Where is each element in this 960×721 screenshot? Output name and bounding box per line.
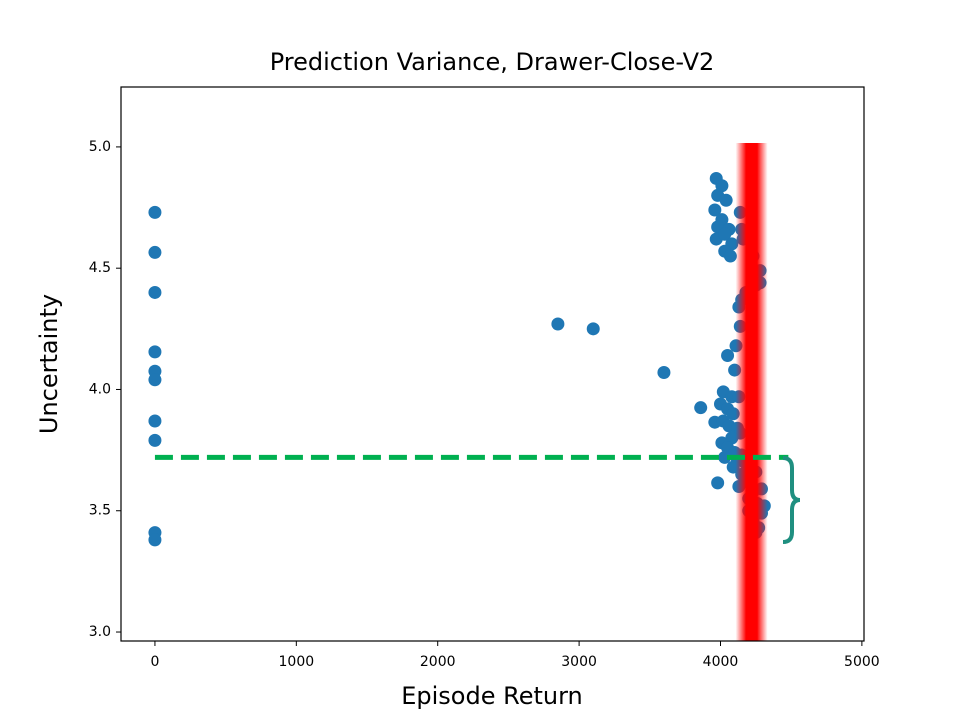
point xyxy=(551,317,565,331)
brace xyxy=(782,456,801,544)
axes-frame xyxy=(120,86,865,642)
point xyxy=(148,205,162,219)
y-tick-label: 3.5 xyxy=(89,503,111,519)
y-axis-label: Uncertainty xyxy=(35,294,63,434)
point xyxy=(723,249,737,263)
x-tick-label: 5000 xyxy=(844,654,880,670)
y-tick-label: 5.0 xyxy=(89,139,111,155)
point xyxy=(718,450,732,464)
point xyxy=(148,414,162,428)
x-tick-label: 4000 xyxy=(703,654,739,670)
point xyxy=(711,476,725,490)
y-tick-label: 3.0 xyxy=(89,624,111,640)
point xyxy=(148,433,162,447)
point xyxy=(148,245,162,259)
x-tick-label: 3000 xyxy=(561,654,597,670)
x-axis-label: Episode Return xyxy=(401,682,583,710)
x-tick-label: 0 xyxy=(150,654,159,670)
point xyxy=(148,533,162,547)
point xyxy=(708,203,722,217)
plot-area xyxy=(148,143,789,641)
point xyxy=(721,349,735,363)
point xyxy=(715,179,729,193)
y-tick-label: 4.0 xyxy=(89,381,111,397)
point xyxy=(719,193,733,207)
point xyxy=(586,322,600,336)
point xyxy=(148,345,162,359)
x-tick-label: 1000 xyxy=(279,654,315,670)
chart-title: Prediction Variance, Drawer-Close-V2 xyxy=(270,48,715,76)
x-tick-label: 2000 xyxy=(420,654,456,670)
point xyxy=(148,373,162,387)
point xyxy=(718,227,732,241)
y-tick-label: 4.5 xyxy=(89,260,111,276)
point xyxy=(725,431,739,445)
point xyxy=(148,285,162,299)
point xyxy=(694,401,708,415)
point xyxy=(657,365,671,379)
